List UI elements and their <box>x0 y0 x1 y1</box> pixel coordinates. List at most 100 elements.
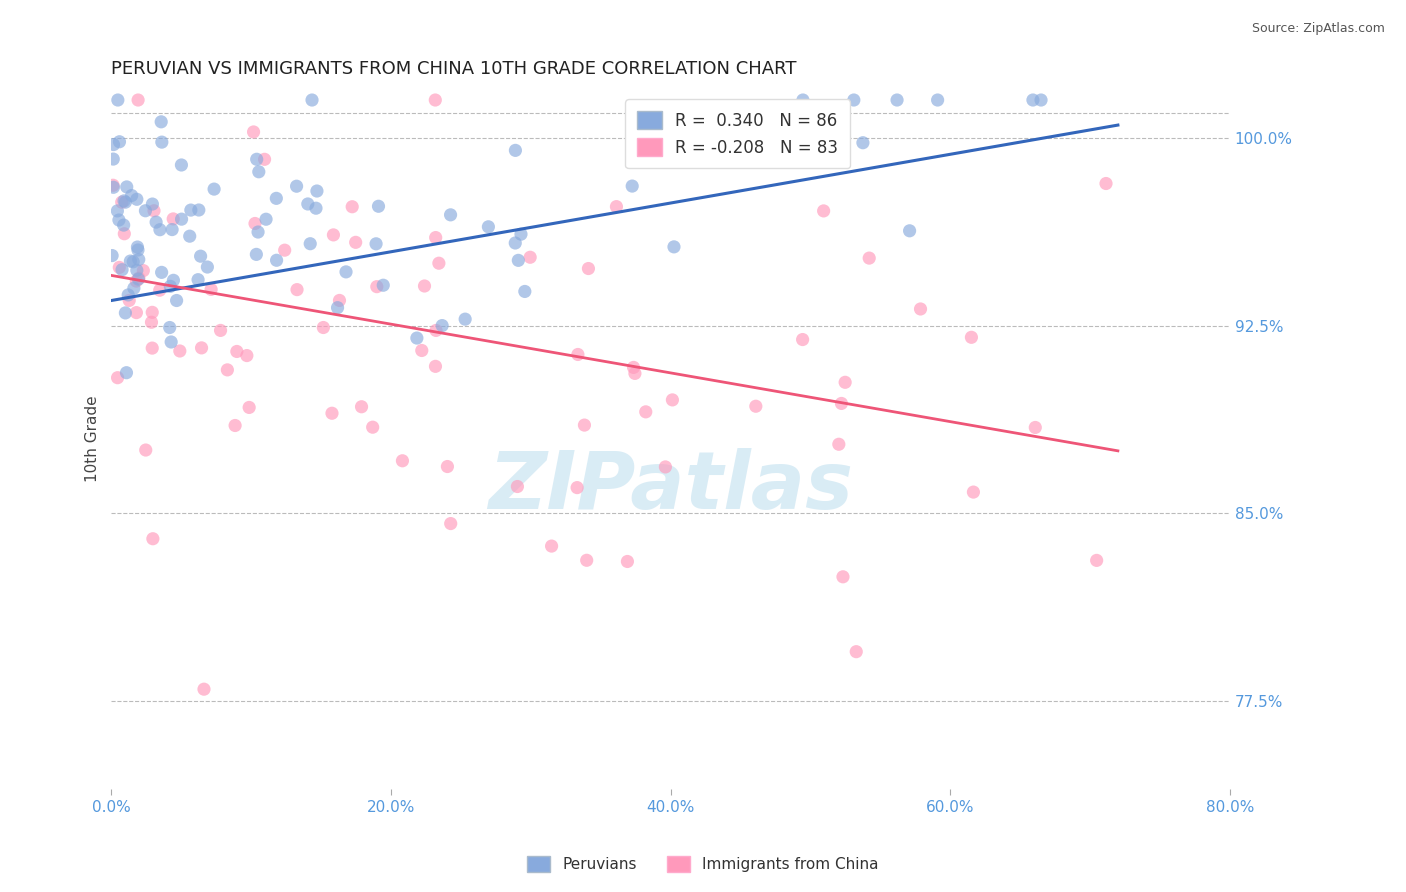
Point <box>1095 177 1118 191</box>
Point <box>253 153 276 167</box>
Point <box>111 195 134 210</box>
Text: Source: ZipAtlas.com: Source: ZipAtlas.com <box>1251 22 1385 36</box>
Point <box>745 399 768 413</box>
Point <box>852 136 875 150</box>
Point <box>350 400 373 414</box>
Point <box>305 184 328 198</box>
Point <box>187 273 209 287</box>
Point <box>792 333 814 347</box>
Point <box>141 305 163 319</box>
Point <box>122 254 145 268</box>
Point <box>335 265 357 279</box>
Point <box>425 359 447 374</box>
Point <box>425 230 447 244</box>
Point <box>364 236 387 251</box>
Point <box>621 179 644 194</box>
Point <box>108 135 131 149</box>
Point <box>150 265 173 279</box>
Point <box>312 320 335 334</box>
Point <box>170 212 193 227</box>
Point <box>273 243 295 257</box>
Point <box>427 256 450 270</box>
Point <box>624 367 647 381</box>
Point <box>162 273 184 287</box>
Point <box>436 459 458 474</box>
Point <box>830 396 852 410</box>
Text: PERUVIAN VS IMMIGRANTS FROM CHINA 10TH GRADE CORRELATION CHART: PERUVIAN VS IMMIGRANTS FROM CHINA 10TH G… <box>111 60 797 78</box>
Point <box>661 392 683 407</box>
Point <box>344 235 367 250</box>
Point <box>190 249 212 263</box>
Y-axis label: 10th Grade: 10th Grade <box>86 395 100 482</box>
Point <box>285 179 308 194</box>
Point <box>299 236 322 251</box>
Point <box>366 279 388 293</box>
Point <box>108 213 131 227</box>
Point <box>662 240 685 254</box>
Point <box>574 418 596 433</box>
Point <box>834 376 856 390</box>
Legend: Peruvians, Immigrants from China: Peruvians, Immigrants from China <box>519 848 887 880</box>
Point <box>149 283 172 297</box>
Point <box>1022 93 1045 107</box>
Legend: R =  0.340   N = 86, R = -0.208   N = 83: R = 0.340 N = 86, R = -0.208 N = 83 <box>626 99 851 169</box>
Point <box>322 227 344 242</box>
Point <box>141 341 163 355</box>
Point <box>238 401 260 415</box>
Point <box>962 485 984 500</box>
Point <box>575 553 598 567</box>
Point <box>373 278 395 293</box>
Point <box>202 182 225 196</box>
Point <box>266 191 288 205</box>
Point <box>195 260 218 274</box>
Point <box>190 341 212 355</box>
Point <box>411 343 433 358</box>
Point <box>430 318 453 333</box>
Point <box>112 227 135 241</box>
Point <box>242 125 264 139</box>
Point <box>832 570 855 584</box>
Point <box>340 200 363 214</box>
Text: ZIPatlas: ZIPatlas <box>488 449 853 526</box>
Point <box>578 261 600 276</box>
Point <box>513 285 536 299</box>
Point <box>510 227 533 242</box>
Point <box>179 229 201 244</box>
Point <box>842 93 865 107</box>
Point <box>845 645 868 659</box>
Point <box>328 293 350 308</box>
Point <box>111 262 134 277</box>
Point <box>145 215 167 229</box>
Point <box>361 420 384 434</box>
Point <box>107 370 129 384</box>
Point <box>910 301 932 316</box>
Point <box>605 200 627 214</box>
Point <box>321 406 343 420</box>
Point <box>209 323 232 337</box>
Point <box>141 315 163 329</box>
Point <box>169 343 191 358</box>
Point <box>127 240 149 254</box>
Point <box>127 93 149 107</box>
Point <box>187 202 209 217</box>
Point <box>108 260 131 275</box>
Point <box>960 330 983 344</box>
Point <box>477 219 499 234</box>
Point <box>297 197 319 211</box>
Point <box>413 279 436 293</box>
Point <box>217 363 239 377</box>
Point <box>301 93 323 107</box>
Point <box>285 283 308 297</box>
Point <box>143 203 166 218</box>
Point <box>616 554 638 568</box>
Point <box>125 263 148 277</box>
Point <box>122 281 145 295</box>
Point <box>225 344 247 359</box>
Point <box>112 218 135 232</box>
Point <box>828 437 851 451</box>
Point <box>114 195 136 210</box>
Point <box>623 360 645 375</box>
Point <box>125 274 148 288</box>
Point <box>132 263 155 277</box>
Point <box>101 178 124 193</box>
